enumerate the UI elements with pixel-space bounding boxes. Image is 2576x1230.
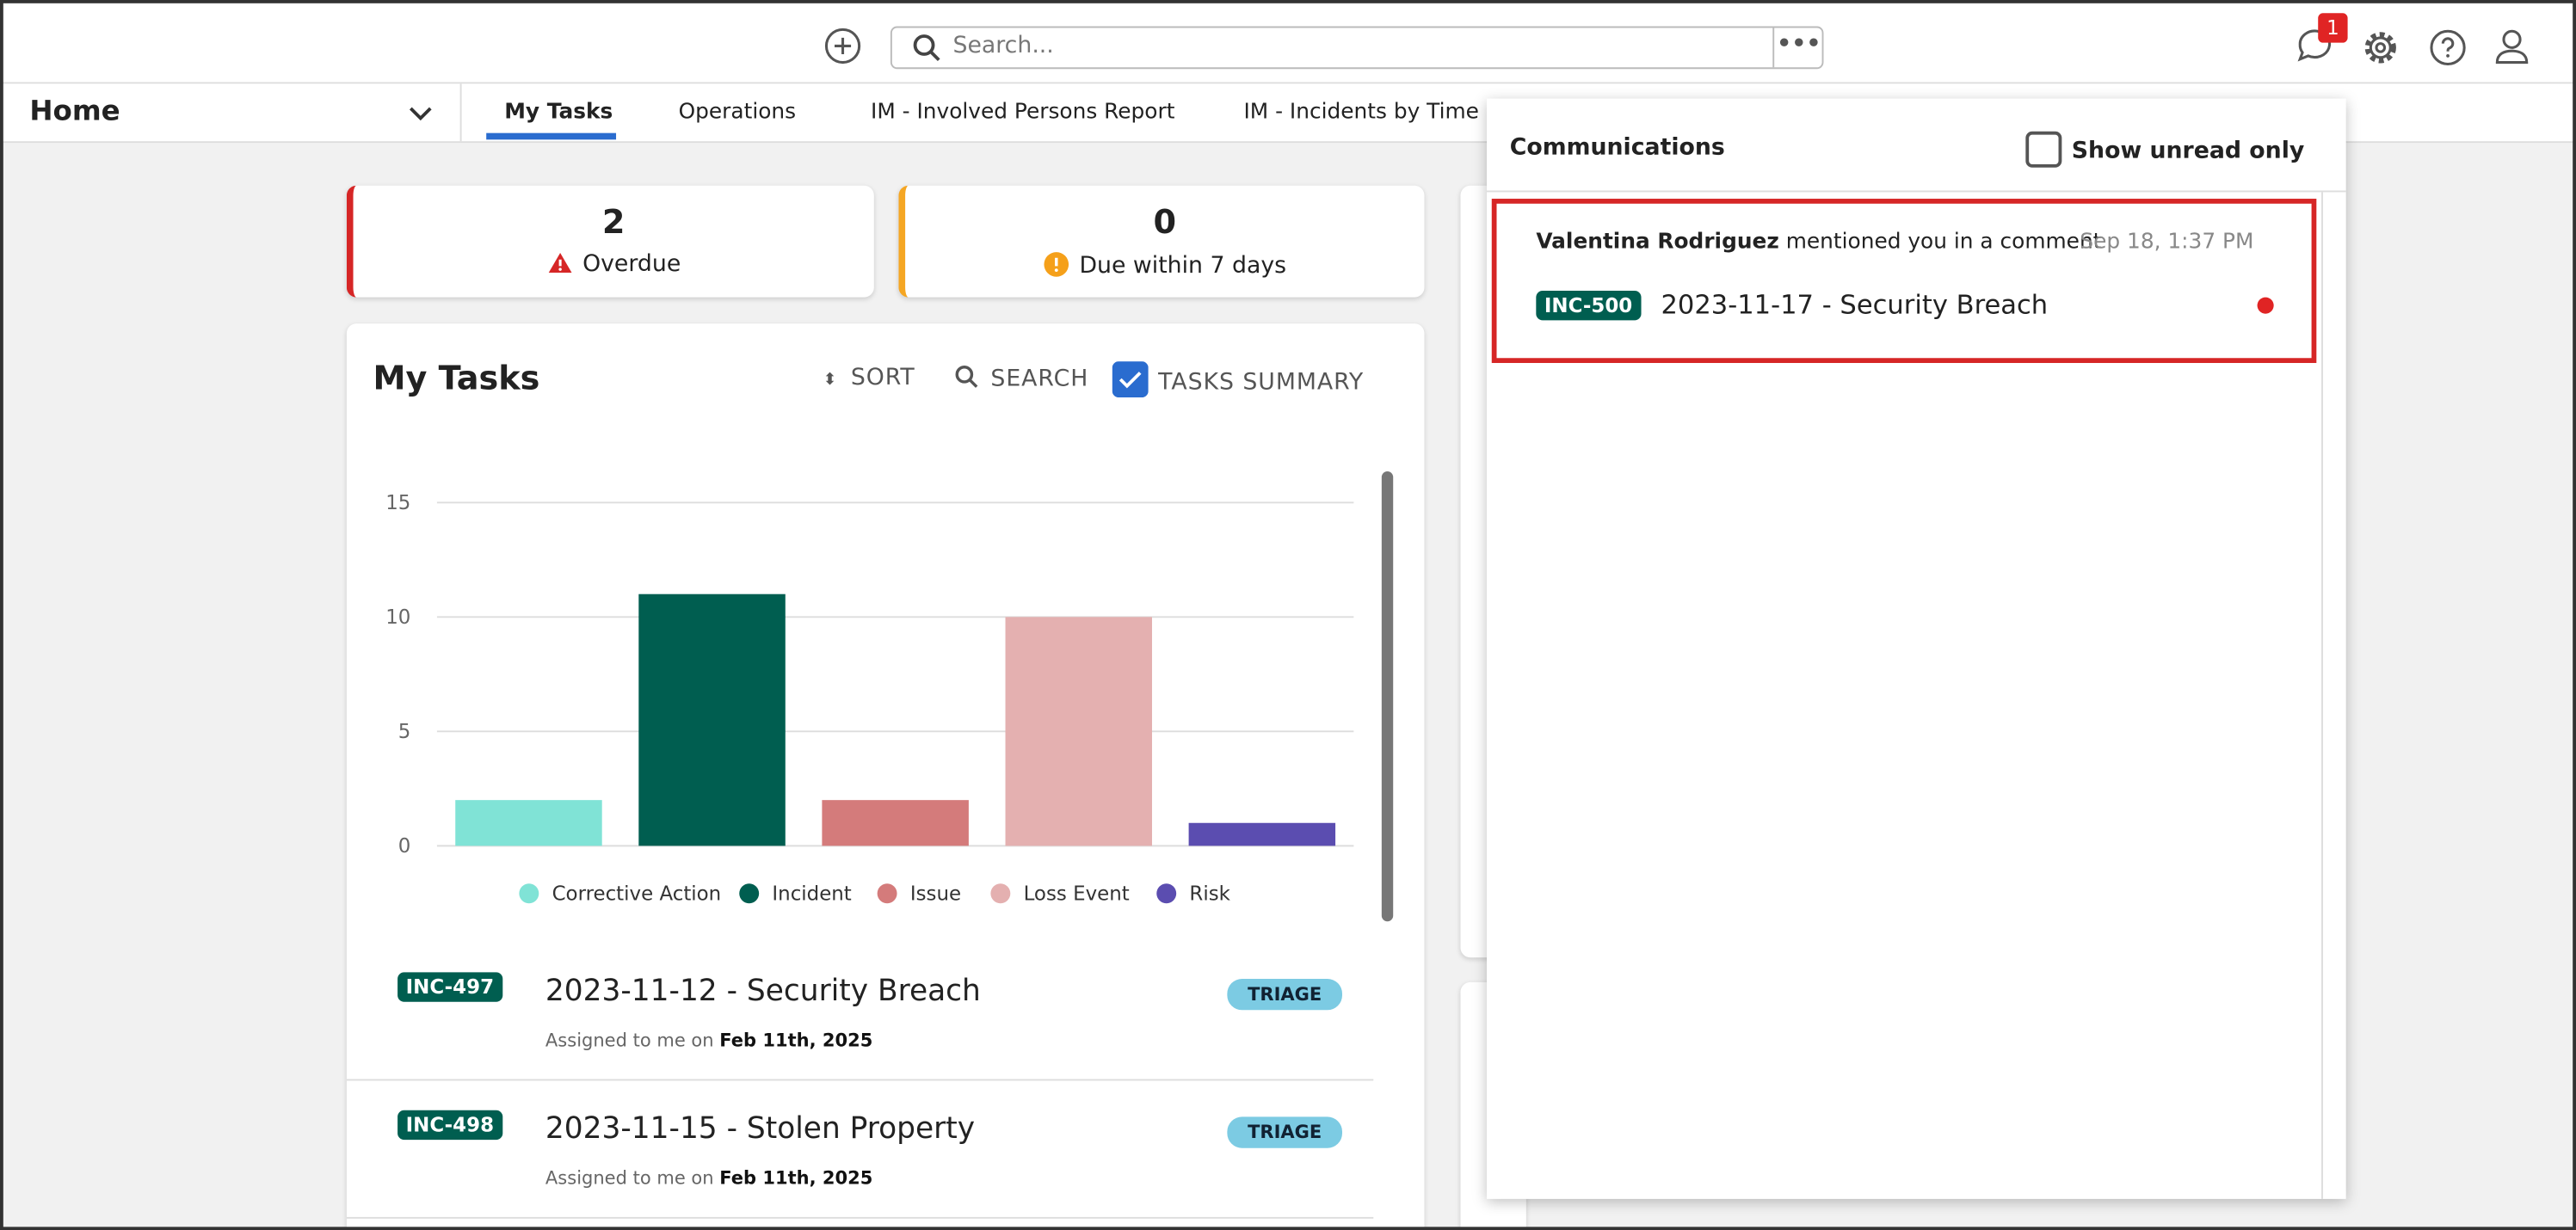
communication-item[interactable]: Valentina Rodriguez mentioned you in a c… [1491, 199, 2317, 363]
tab[interactable]: My Tasks [504, 100, 613, 126]
search-button[interactable]: SEARCH [954, 365, 1088, 392]
notification-badge: 1 [2318, 13, 2348, 43]
more-button[interactable]: ••• [1772, 28, 1823, 68]
bar [638, 593, 786, 846]
overdue-count: 2 [601, 201, 626, 242]
author: Valentina Rodriguez [1536, 230, 1779, 255]
mention-text: Valentina Rodriguez mentioned you in a c… [1536, 230, 2101, 255]
legend-label: Loss Event [1024, 883, 1130, 905]
active-tab-indicator [486, 132, 617, 140]
summary-toggle[interactable]: TASKS SUMMARY [1112, 361, 1365, 398]
label: Show unread only [2071, 138, 2305, 164]
search-placeholder: Search... [952, 33, 1054, 59]
assigned-prefix: Assigned to me on [545, 1030, 714, 1052]
label: Overdue [582, 251, 681, 278]
legend-label: Issue [910, 883, 961, 905]
record-title: 2023-11-17 - Security Breach [1661, 289, 2049, 321]
bar [1188, 822, 1336, 846]
unread-dot [2257, 297, 2274, 314]
legend-marker [990, 883, 1011, 904]
assigned-info: Assigned to me on Feb 11th, 2025 [545, 1030, 872, 1051]
legend-label: Incident [772, 883, 851, 905]
action: mentioned you in a comment [1785, 230, 2102, 255]
label: TASKS SUMMARY [1158, 369, 1365, 397]
task-id: INC-498 [397, 1110, 502, 1141]
chevron [410, 107, 432, 121]
y-tick-label: 15 [385, 492, 410, 514]
tab[interactable]: Operations [678, 100, 797, 126]
due-count: 0 [1153, 201, 1177, 242]
assigned-date: Feb 11th, 2025 [719, 1167, 873, 1190]
tab[interactable]: IM - Incidents by Time P [1243, 100, 1499, 126]
assigned-date: Feb 11th, 2025 [719, 1030, 873, 1052]
top-bar: Search... ••• 1 [0, 0, 2576, 84]
label: SORT [850, 364, 915, 391]
help-button[interactable] [2428, 28, 2468, 67]
bar [1005, 617, 1152, 846]
sort-button[interactable]: ⬍ SORT [823, 364, 915, 391]
y-tick-label: 10 [385, 606, 410, 629]
label: Due within 7 days [1079, 253, 1287, 280]
add-button[interactable] [823, 27, 863, 66]
bar [455, 800, 602, 846]
panel-title: Communications [1509, 134, 1725, 162]
record-id: INC-500 [1536, 290, 1641, 321]
legend-label: Risk [1189, 883, 1230, 905]
assigned-prefix: Assigned to me on [545, 1167, 714, 1190]
due-soon-card[interactable]: 0 Due within 7 days [898, 185, 1425, 298]
task-title: 2023-11-15 - Stolen Property [545, 1111, 976, 1147]
y-tick-label: 5 [398, 721, 411, 743]
assigned-info: Assigned to me on Feb 11th, 2025 [545, 1168, 872, 1190]
panel-title: My Tasks [373, 358, 540, 398]
y-tick-label: 0 [398, 835, 411, 858]
task-id: INC-497 [397, 972, 502, 1002]
legend-label: Corrective Action [552, 883, 722, 905]
user-button[interactable] [2493, 27, 2532, 66]
settings-button[interactable] [2361, 28, 2400, 67]
due-label: Due within 7 days [905, 251, 1424, 280]
tasks-panel: My Tasks ⬍ SORT SEARCH TASKS SUMMARY INC-… [346, 323, 1425, 1230]
unread-filter[interactable]: Show unread only [2025, 131, 2305, 168]
legend-marker [1156, 883, 1177, 904]
communications-button[interactable] [2294, 25, 2337, 68]
legend-marker [739, 883, 760, 904]
label: SEARCH [990, 366, 1089, 393]
date: Sep 18, 1:37 PM [2080, 230, 2254, 255]
task-title: 2023-11-12 - Security Breach [545, 974, 981, 1009]
search-box[interactable]: Search... ••• [890, 26, 1824, 70]
task-item[interactable]: INC-497 2023-11-12 - Security Breach TRI… [346, 948, 1374, 1081]
communications-panel: Communications Show unread only Valentin… [1487, 98, 2346, 1199]
overdue-card[interactable]: 2 Overdue [346, 185, 874, 298]
tab[interactable]: IM - Involved Persons Report [871, 100, 1175, 126]
status-pill: TRIAGE [1227, 1116, 1343, 1148]
overdue-label: Overdue [354, 251, 874, 278]
status-pill: TRIAGE [1227, 979, 1343, 1011]
legend-marker [877, 883, 897, 904]
bar [822, 800, 969, 846]
scrollbar[interactable] [1381, 471, 1394, 922]
task-item[interactable]: INC-498 2023-11-15 - Stolen Property TRI… [346, 1085, 1374, 1219]
workspace-selector[interactable]: Home [29, 95, 120, 128]
legend-marker [519, 883, 539, 904]
